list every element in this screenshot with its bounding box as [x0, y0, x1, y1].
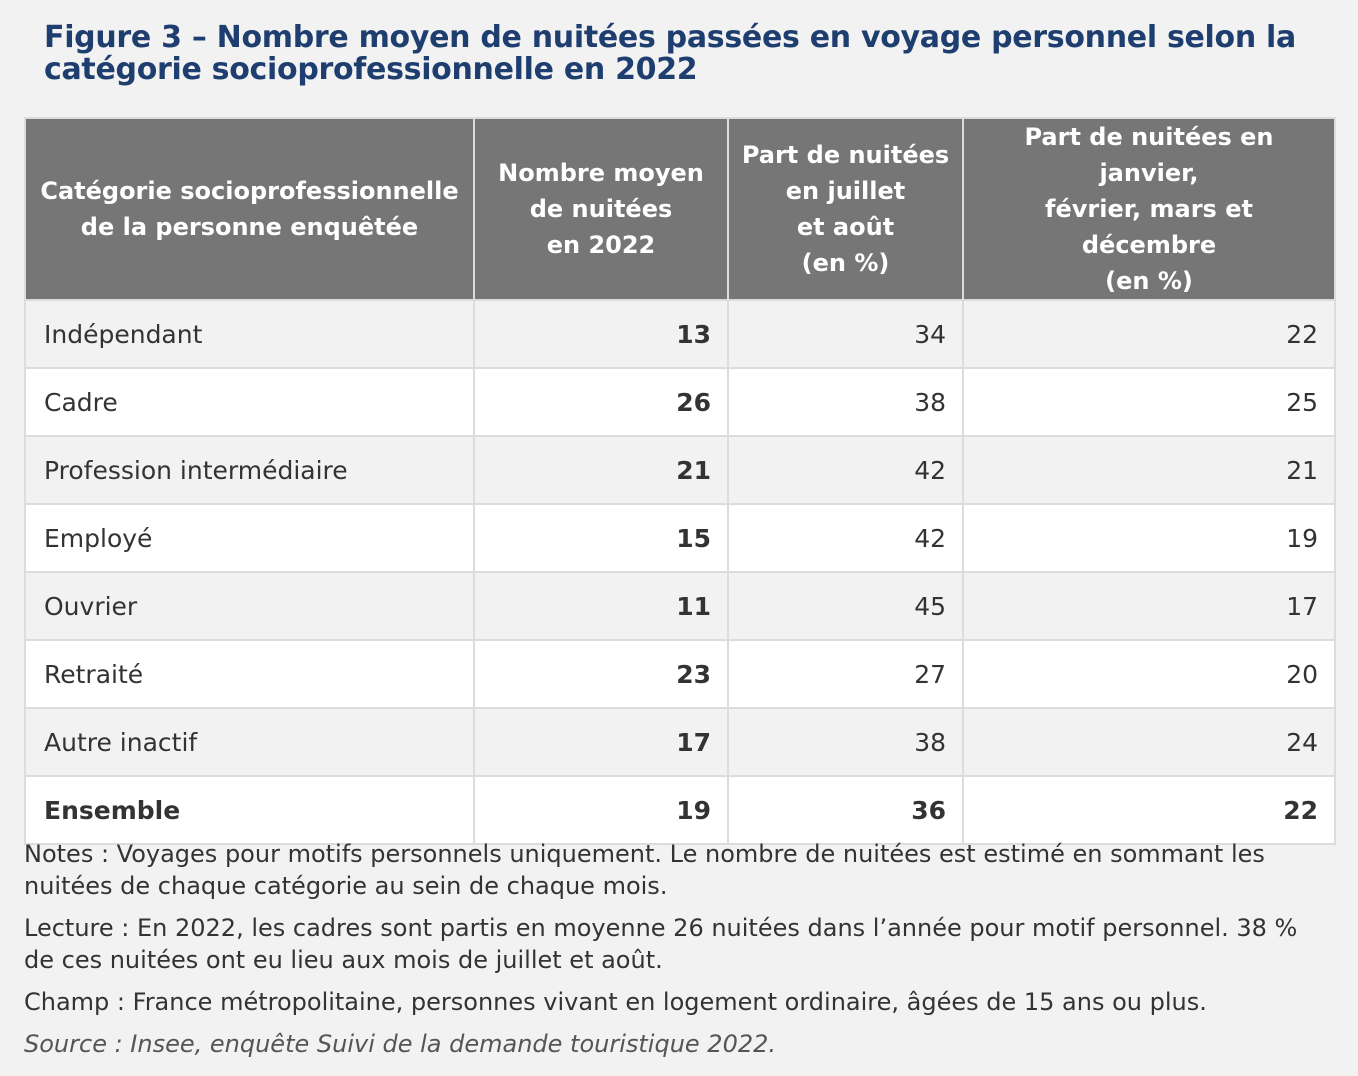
row-avg-nights: 13: [473, 299, 729, 369]
row-share-jul-aug: 36: [727, 775, 964, 845]
table-row: Retraité 23 27 20: [24, 639, 1336, 709]
row-category: Profession intermédiaire: [24, 435, 475, 505]
row-avg-nights: 17: [473, 707, 729, 777]
notes-text: Notes : Voyages pour motifs personnels u…: [24, 840, 1265, 900]
table-row: Autre inactif 17 38 24: [24, 707, 1336, 777]
row-category: Ouvrier: [24, 571, 475, 641]
row-avg-nights: 23: [473, 639, 729, 709]
table-total-row: Ensemble 19 36 22: [24, 775, 1336, 845]
table-row: Ouvrier 11 45 17: [24, 571, 1336, 641]
row-share-winter: 24: [962, 707, 1336, 777]
notes-block: Notes : Voyages pour motifs personnels u…: [24, 838, 1334, 1070]
column-header-category: Catégorie socioprofessionnelle de la pers…: [24, 117, 475, 301]
table-header-row: Catégorie socioprofessionnelle de la pers…: [24, 117, 1336, 301]
row-category: Retraité: [24, 639, 475, 709]
row-share-winter: 19: [962, 503, 1336, 573]
table-row: Indépendant 13 34 22: [24, 299, 1336, 369]
row-share-jul-aug: 45: [727, 571, 964, 641]
row-share-jul-aug: 27: [727, 639, 964, 709]
row-avg-nights: 15: [473, 503, 729, 573]
row-share-winter: 22: [962, 775, 1336, 845]
row-share-jul-aug: 42: [727, 435, 964, 505]
row-avg-nights: 19: [473, 775, 729, 845]
row-share-winter: 22: [962, 299, 1336, 369]
row-share-winter: 17: [962, 571, 1336, 641]
row-share-jul-aug: 34: [727, 299, 964, 369]
row-share-winter: 20: [962, 639, 1336, 709]
row-category: Cadre: [24, 367, 475, 437]
row-share-winter: 25: [962, 367, 1336, 437]
column-header-avg-nights: Nombre moyen de nuitées en 2022: [473, 117, 729, 301]
row-category: Employé: [24, 503, 475, 573]
row-avg-nights: 11: [473, 571, 729, 641]
row-category: Indépendant: [24, 299, 475, 369]
table-row: Employé 15 42 19: [24, 503, 1336, 573]
row-share-jul-aug: 42: [727, 503, 964, 573]
table-row: Profession intermédiaire 21 42 21: [24, 435, 1336, 505]
table-row: Cadre 26 38 25: [24, 367, 1336, 437]
row-avg-nights: 26: [473, 367, 729, 437]
figure-title: Figure 3 – Nombre moyen de nuitées passé…: [44, 20, 1296, 87]
column-header-share-winter: Part de nuitées en janvier, février, mars…: [962, 117, 1336, 301]
source-text: Source : Insee, enquête Suivi de la dema…: [24, 1030, 777, 1058]
row-share-winter: 21: [962, 435, 1336, 505]
row-share-jul-aug: 38: [727, 707, 964, 777]
lecture-text: Lecture : En 2022, les cadres sont parti…: [24, 914, 1298, 974]
row-category: Ensemble: [24, 775, 475, 845]
row-share-jul-aug: 38: [727, 367, 964, 437]
row-category: Autre inactif: [24, 707, 475, 777]
data-table: Catégorie socioprofessionnelle de la pers…: [24, 117, 1336, 845]
row-avg-nights: 21: [473, 435, 729, 505]
column-header-share-jul-aug: Part de nuitées en juillet et août (en %): [727, 117, 964, 301]
champ-text: Champ : France métropolitaine, personnes…: [24, 988, 1207, 1016]
